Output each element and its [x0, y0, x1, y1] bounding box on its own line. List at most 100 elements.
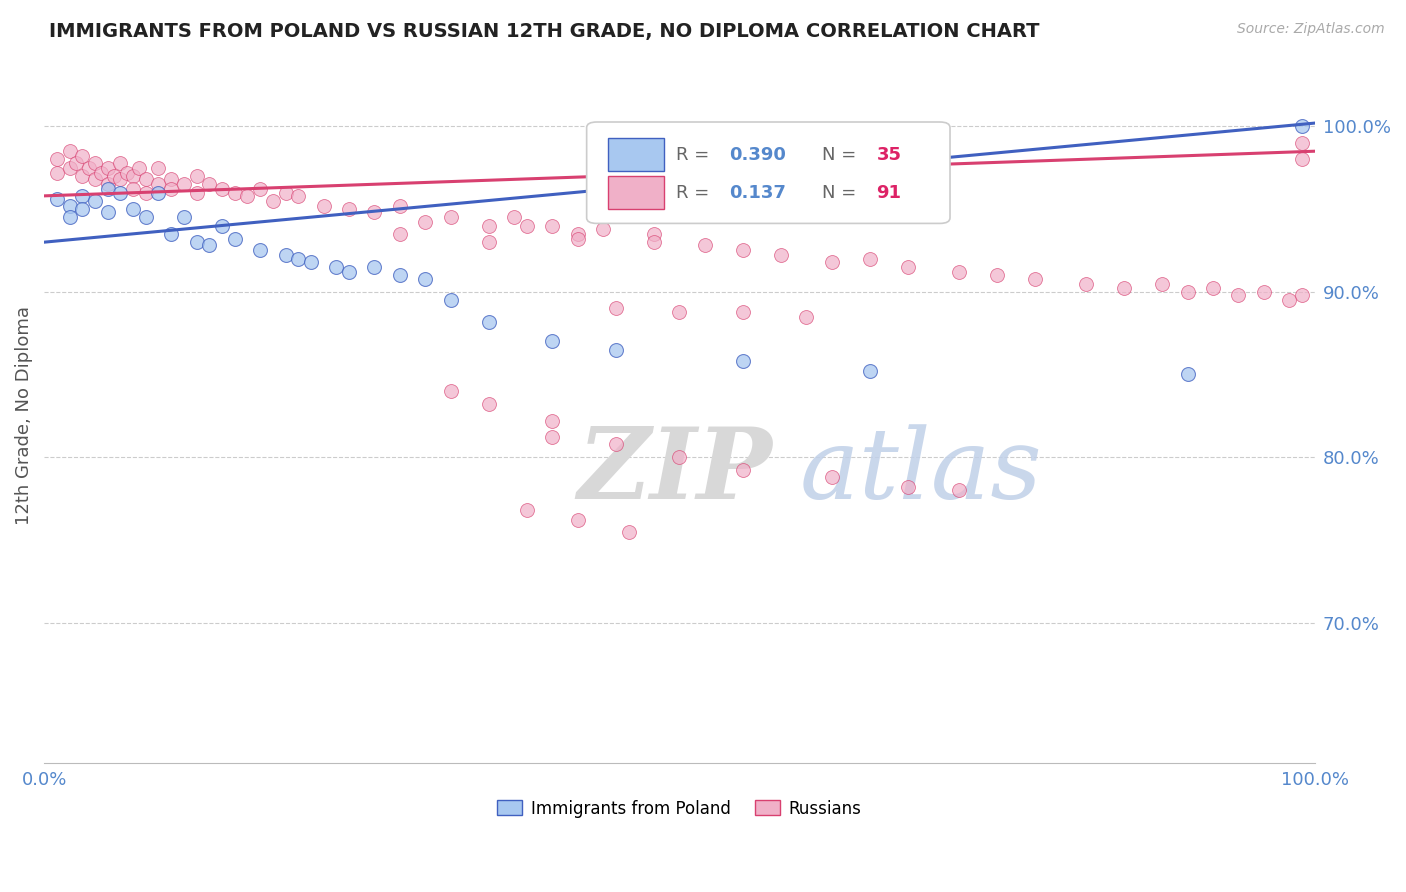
Point [224, 232, 246, 246]
Point [440, 211, 463, 225]
Text: ZIP: ZIP [578, 423, 773, 520]
Point [363, 260, 385, 274]
Text: 35: 35 [876, 145, 901, 163]
Point [148, 186, 170, 200]
Point [859, 252, 882, 266]
Point [262, 194, 284, 208]
Point [148, 178, 170, 192]
Point [115, 166, 138, 180]
Point [413, 271, 436, 285]
Point [567, 227, 589, 241]
Point [897, 260, 920, 274]
Point [45, 166, 67, 180]
Point [122, 169, 145, 183]
Point [70, 202, 93, 216]
Point [84, 194, 107, 208]
Point [478, 219, 501, 233]
Point [337, 202, 360, 216]
Point [58, 211, 80, 225]
Point [249, 182, 271, 196]
Point [796, 310, 818, 324]
Point [897, 480, 920, 494]
Point [110, 186, 132, 200]
Point [70, 169, 93, 183]
Point [605, 343, 627, 357]
Point [1202, 281, 1225, 295]
Point [986, 268, 1008, 283]
Point [274, 186, 297, 200]
Point [186, 186, 208, 200]
Point [198, 238, 221, 252]
Point [541, 414, 564, 428]
Text: N =: N = [821, 145, 862, 163]
Point [224, 186, 246, 200]
Point [731, 304, 754, 318]
Point [731, 463, 754, 477]
Point [567, 232, 589, 246]
Point [516, 219, 538, 233]
Point [160, 227, 183, 241]
Point [1152, 277, 1174, 291]
Point [84, 172, 107, 186]
Point [110, 155, 132, 169]
Point [110, 172, 132, 186]
Point [1278, 293, 1301, 307]
Point [388, 268, 411, 283]
Point [148, 161, 170, 175]
Point [388, 199, 411, 213]
Point [128, 161, 150, 175]
Text: Source: ZipAtlas.com: Source: ZipAtlas.com [1237, 22, 1385, 37]
Point [135, 211, 157, 225]
Point [617, 524, 640, 539]
Point [84, 155, 107, 169]
Point [668, 450, 690, 465]
Point [1291, 136, 1313, 150]
Point [173, 211, 195, 225]
Point [731, 354, 754, 368]
Point [440, 384, 463, 398]
Point [605, 437, 627, 451]
Point [1227, 288, 1250, 302]
Point [160, 182, 183, 196]
Point [948, 483, 970, 498]
Text: R =: R = [675, 184, 714, 202]
Text: 0.137: 0.137 [728, 184, 786, 202]
FancyBboxPatch shape [609, 176, 664, 210]
Text: IMMIGRANTS FROM POLAND VS RUSSIAN 12TH GRADE, NO DIPLOMA CORRELATION CHART: IMMIGRANTS FROM POLAND VS RUSSIAN 12TH G… [49, 22, 1039, 41]
Point [90, 166, 112, 180]
Y-axis label: 12th Grade, No Diploma: 12th Grade, No Diploma [15, 306, 32, 525]
Point [388, 227, 411, 241]
Point [97, 182, 120, 196]
Point [58, 199, 80, 213]
Point [859, 364, 882, 378]
Point [122, 202, 145, 216]
Point [211, 219, 233, 233]
Point [299, 255, 322, 269]
Point [236, 189, 259, 203]
Legend: Immigrants from Poland, Russians: Immigrants from Poland, Russians [491, 793, 869, 824]
Point [605, 301, 627, 316]
Point [45, 192, 67, 206]
Point [643, 227, 665, 241]
Point [541, 430, 564, 444]
Point [1291, 288, 1313, 302]
Point [249, 244, 271, 258]
Point [1291, 120, 1313, 134]
Point [948, 265, 970, 279]
Point [363, 205, 385, 219]
Point [97, 178, 120, 192]
Point [478, 397, 501, 411]
Point [58, 161, 80, 175]
Point [1024, 271, 1046, 285]
Point [312, 199, 335, 213]
Point [668, 304, 690, 318]
Point [70, 149, 93, 163]
Point [478, 314, 501, 328]
Text: atlas: atlas [800, 424, 1043, 519]
Point [58, 145, 80, 159]
Point [337, 265, 360, 279]
Point [693, 238, 716, 252]
Point [592, 222, 614, 236]
Point [186, 169, 208, 183]
Point [1177, 285, 1199, 299]
